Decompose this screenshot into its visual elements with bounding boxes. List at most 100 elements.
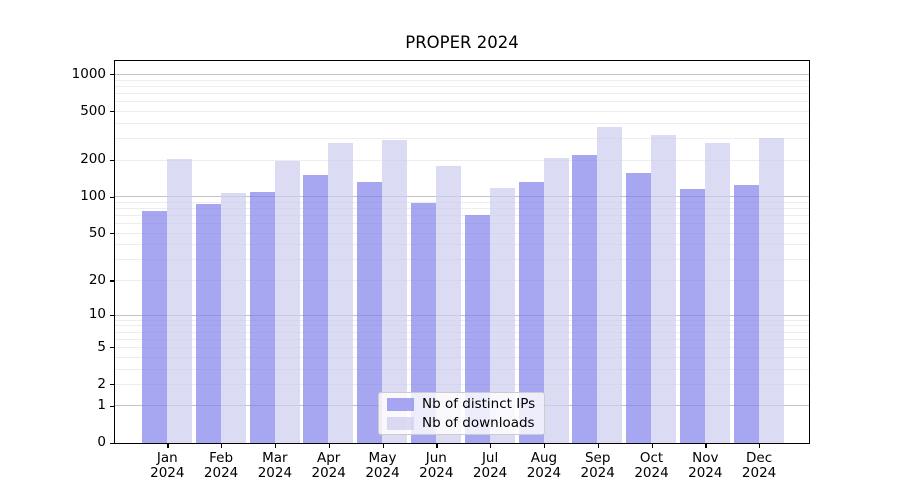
bar-distinct-ips: [195, 203, 221, 443]
y-tick-label: 1: [97, 397, 106, 414]
x-tick-label: Feb 2024: [203, 450, 239, 481]
x-tick-label: Nov 2024: [688, 450, 723, 481]
minor-gridline: [115, 201, 809, 203]
bar-distinct-ips: [303, 175, 329, 443]
y-tick-mark: [110, 74, 114, 76]
minor-gridline: [115, 346, 809, 348]
y-tick-label: 0: [97, 434, 106, 451]
minor-gridline: [115, 92, 809, 94]
y-tick-label: 50: [88, 224, 106, 241]
bar-distinct-ips: [733, 185, 759, 443]
legend: Nb of distinct IPs Nb of downloads: [378, 392, 545, 435]
y-tick-label: 1000: [71, 65, 106, 82]
y-tick-mark: [110, 196, 114, 198]
minor-gridline: [115, 338, 809, 340]
x-tick-label: Jul 2024: [472, 450, 508, 481]
x-tick-mark: [705, 444, 707, 448]
y-tick-mark: [110, 111, 114, 113]
plot-inner: [115, 61, 809, 443]
y-tick-label: 200: [80, 151, 106, 168]
minor-gridline: [115, 259, 809, 261]
minor-gridline: [115, 208, 809, 209]
x-tick-mark: [759, 444, 761, 448]
minor-gridline: [115, 319, 809, 321]
x-tick-label: Jun 2024: [419, 450, 454, 481]
y-tick-label: 2: [97, 375, 106, 392]
legend-item-downloads: Nb of downloads: [387, 415, 544, 431]
minor-gridline: [115, 325, 809, 327]
bar-distinct-ips: [142, 211, 167, 443]
bar-downloads: [705, 142, 730, 443]
minor-gridline: [115, 244, 809, 246]
chart-title: PROPER 2024: [405, 33, 519, 52]
bar-downloads: [220, 193, 246, 443]
minor-gridline: [115, 368, 809, 370]
bar-downloads: [651, 135, 677, 443]
y-tick-label: 100: [80, 188, 106, 204]
x-tick-label: Oct 2024: [634, 450, 669, 481]
y-tick-mark: [110, 314, 114, 317]
x-tick-label: Mar 2024: [257, 450, 293, 481]
legend-swatch-distinct-ips: [387, 397, 414, 411]
x-tick-mark: [328, 444, 330, 448]
bar-distinct-ips: [249, 191, 275, 443]
x-tick-label: Jan 2024: [150, 450, 185, 481]
x-tick-mark: [543, 444, 546, 448]
minor-gridline: [115, 383, 809, 385]
minor-gridline: [115, 138, 809, 139]
bar-downloads: [328, 143, 354, 443]
y-tick-label: 10: [88, 306, 106, 323]
bar-downloads: [543, 158, 569, 443]
bar-downloads: [274, 160, 300, 443]
bar-distinct-ips: [626, 173, 652, 443]
minor-gridline: [115, 110, 809, 112]
legend-label-distinct-ips: Nb of distinct IPs: [422, 396, 536, 412]
y-tick-label: 5: [97, 338, 106, 355]
minor-gridline: [115, 223, 809, 225]
bar-distinct-ips: [572, 155, 598, 443]
y-tick-label: 500: [80, 102, 106, 119]
x-tick-mark: [597, 444, 599, 448]
y-tick-label: 20: [88, 271, 106, 288]
minor-gridline: [115, 215, 809, 216]
x-tick-label: Aug 2024: [526, 450, 562, 481]
legend-label-downloads: Nb of downloads: [422, 415, 535, 431]
x-tick-label: Sep 2024: [580, 450, 615, 481]
minor-gridline: [115, 85, 809, 87]
x-tick-label: Apr 2024: [311, 450, 346, 481]
minor-gridline: [115, 331, 809, 333]
bar-distinct-ips: [680, 188, 705, 443]
minor-gridline: [115, 101, 809, 103]
x-tick-mark: [436, 444, 438, 448]
minor-gridline: [115, 232, 809, 234]
y-tick-mark: [110, 442, 114, 444]
y-tick-mark: [110, 384, 114, 386]
x-tick-mark: [382, 444, 384, 448]
minor-gridline: [115, 159, 809, 161]
bar-downloads: [758, 138, 784, 443]
minor-gridline: [115, 356, 809, 358]
legend-swatch-downloads: [387, 416, 414, 430]
x-tick-mark: [651, 444, 653, 448]
y-tick-mark: [110, 233, 114, 235]
minor-gridline: [115, 79, 809, 81]
plot-area: [114, 60, 810, 444]
y-tick-mark: [110, 405, 114, 407]
y-tick-mark: [110, 159, 114, 162]
legend-item-distinct-ips: Nb of distinct IPs: [387, 396, 544, 412]
y-tick-mark: [110, 347, 114, 349]
bar-downloads: [167, 158, 192, 443]
major-gridline: [115, 314, 809, 316]
y-tick-mark: [110, 280, 114, 282]
minor-gridline: [115, 280, 809, 281]
x-tick-label: Dec 2024: [741, 450, 777, 481]
major-gridline: [115, 196, 809, 198]
x-tick-mark: [167, 444, 169, 448]
bar-downloads: [597, 127, 623, 443]
x-tick-mark: [221, 444, 223, 448]
x-tick-mark: [490, 444, 492, 448]
minor-gridline: [115, 122, 809, 124]
x-tick-label: May 2024: [365, 450, 400, 481]
x-tick-mark: [274, 444, 277, 448]
